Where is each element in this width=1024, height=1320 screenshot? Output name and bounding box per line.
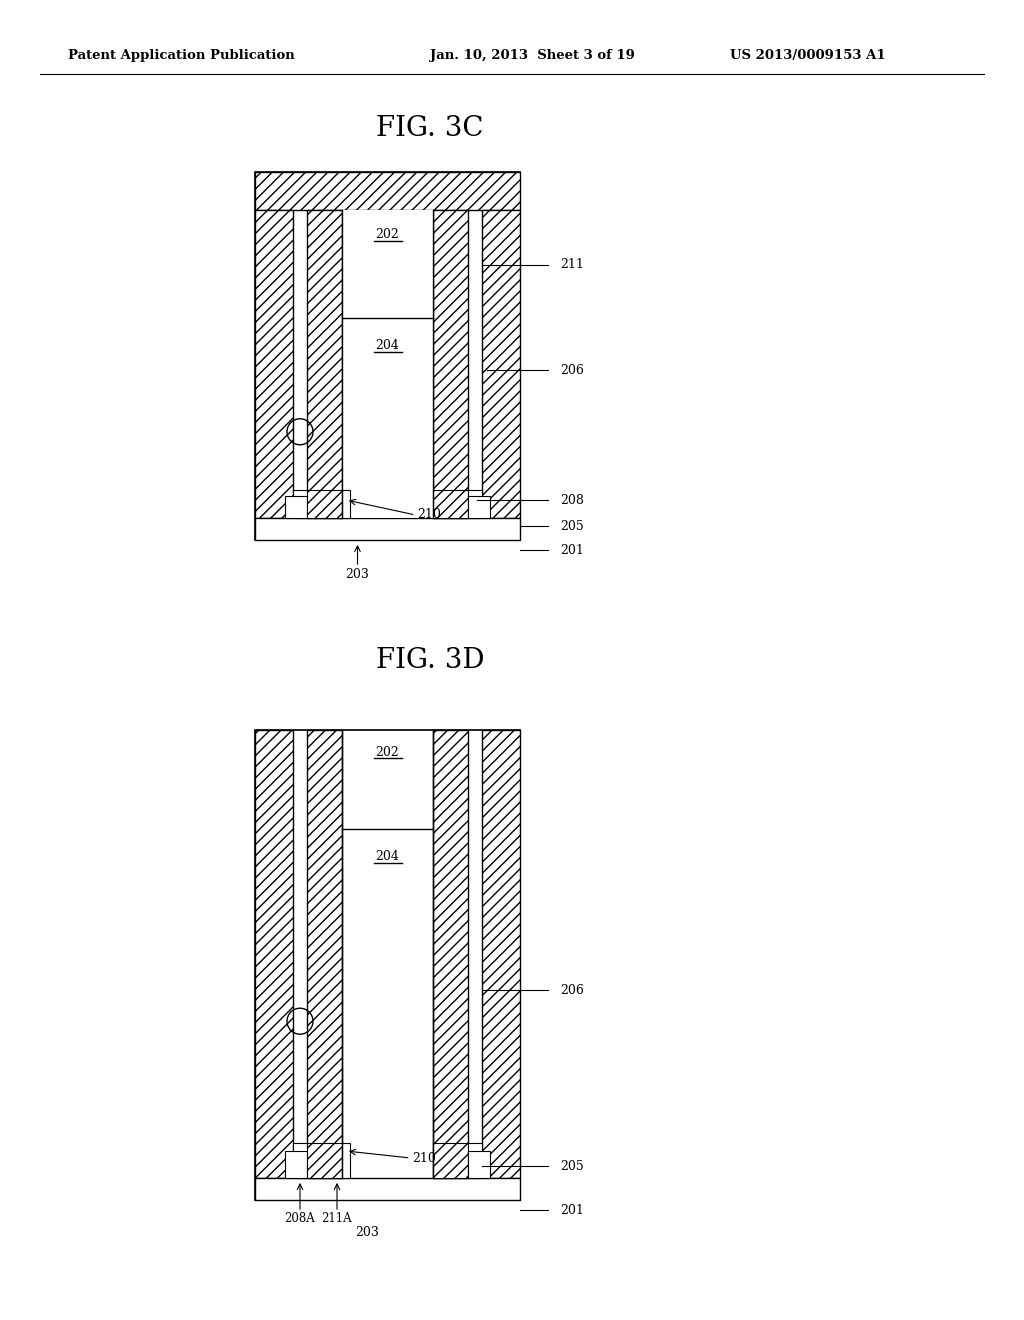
Bar bbox=[285, 1151, 307, 1177]
Text: 208: 208 bbox=[560, 494, 584, 507]
Text: 205: 205 bbox=[560, 1159, 584, 1172]
Text: Patent Application Publication: Patent Application Publication bbox=[68, 49, 295, 62]
Bar bbox=[255, 517, 520, 540]
Bar bbox=[307, 1143, 342, 1177]
Text: 211A: 211A bbox=[322, 1212, 352, 1225]
Text: 205: 205 bbox=[560, 520, 584, 532]
Bar bbox=[342, 1143, 350, 1177]
Text: Jan. 10, 2013  Sheet 3 of 19: Jan. 10, 2013 Sheet 3 of 19 bbox=[430, 49, 635, 62]
Bar bbox=[255, 730, 293, 1177]
Bar bbox=[468, 490, 482, 517]
Text: FIG. 3C: FIG. 3C bbox=[376, 115, 483, 141]
Text: 204: 204 bbox=[376, 850, 399, 863]
Bar bbox=[482, 210, 520, 517]
Text: FIG. 3D: FIG. 3D bbox=[376, 647, 484, 673]
Bar bbox=[255, 1177, 520, 1200]
Bar bbox=[468, 496, 490, 517]
Text: 203: 203 bbox=[355, 1225, 380, 1238]
Bar bbox=[433, 1143, 468, 1177]
Text: 202: 202 bbox=[376, 746, 399, 759]
Bar bbox=[433, 730, 468, 1177]
Bar bbox=[342, 210, 433, 517]
Text: 208A: 208A bbox=[285, 1212, 315, 1225]
Bar bbox=[433, 210, 468, 517]
Bar bbox=[255, 172, 520, 210]
Text: 206: 206 bbox=[560, 983, 584, 997]
Bar bbox=[307, 490, 342, 517]
Text: 201: 201 bbox=[560, 1204, 584, 1217]
Text: 201: 201 bbox=[560, 544, 584, 557]
Bar bbox=[293, 490, 307, 517]
Text: 210: 210 bbox=[418, 508, 441, 521]
Text: 210: 210 bbox=[413, 1151, 436, 1164]
Bar bbox=[255, 730, 520, 1200]
Bar bbox=[342, 490, 350, 517]
Bar bbox=[307, 210, 342, 517]
Bar bbox=[468, 1143, 482, 1177]
Text: 206: 206 bbox=[560, 363, 584, 376]
Bar bbox=[482, 730, 520, 1177]
Text: 202: 202 bbox=[376, 228, 399, 242]
Text: 204: 204 bbox=[376, 339, 399, 352]
Text: 203: 203 bbox=[345, 569, 370, 582]
Text: 211: 211 bbox=[560, 259, 584, 272]
Bar bbox=[255, 172, 520, 540]
Bar bbox=[255, 210, 293, 517]
Bar bbox=[307, 730, 342, 1177]
Bar bbox=[293, 1143, 307, 1177]
Bar bbox=[433, 490, 468, 517]
Bar bbox=[468, 1151, 490, 1177]
Text: US 2013/0009153 A1: US 2013/0009153 A1 bbox=[730, 49, 886, 62]
Bar bbox=[285, 496, 307, 517]
